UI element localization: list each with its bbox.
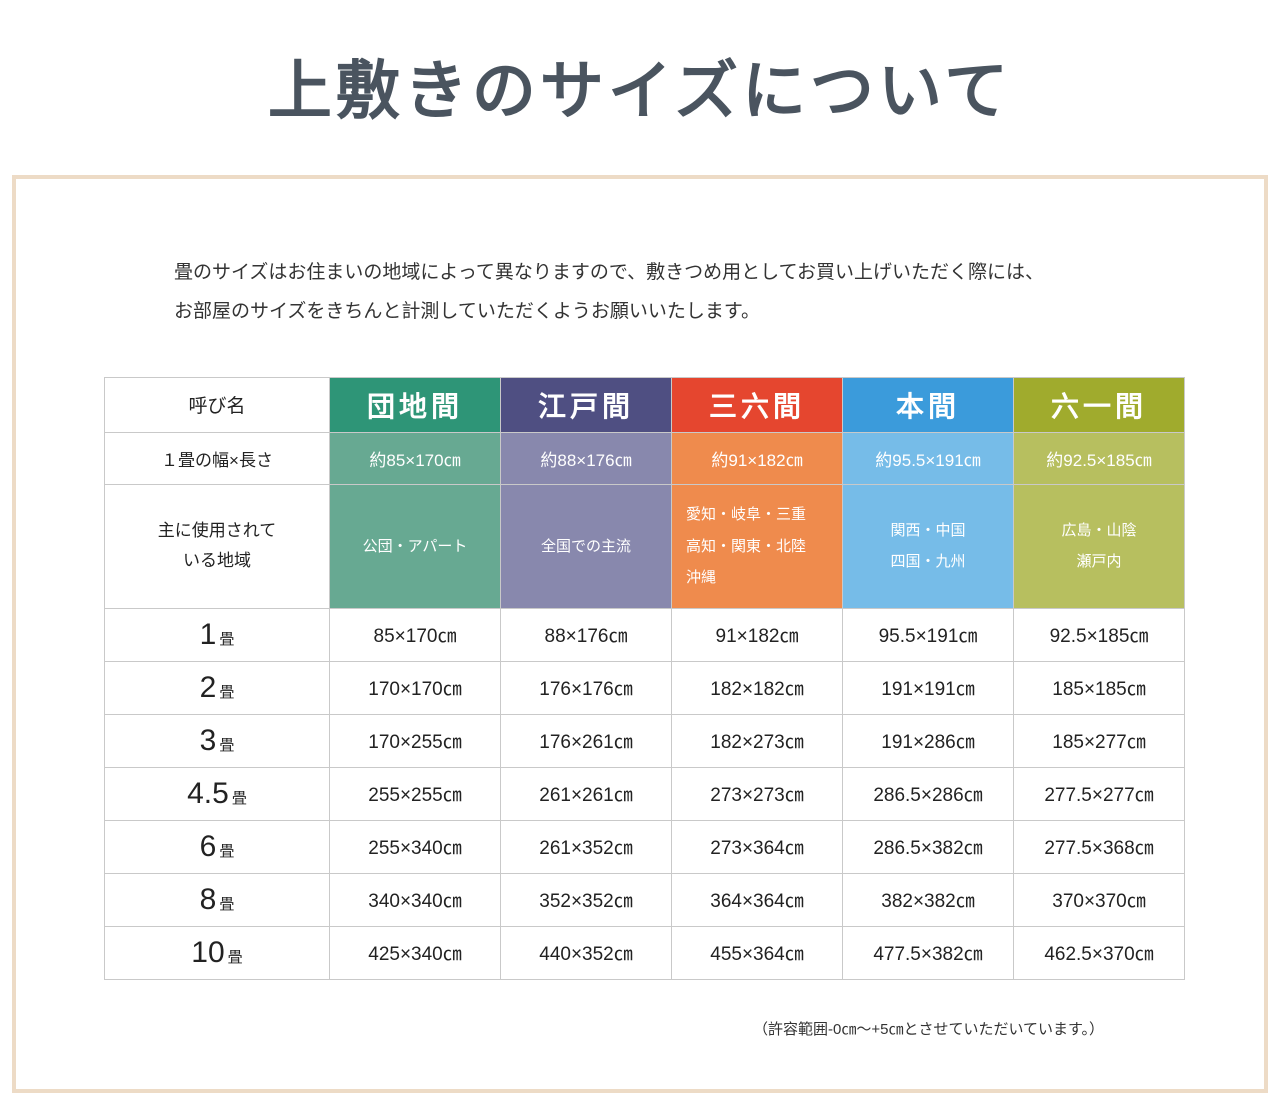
one-tatami-size-3: 約91×182㎝ (671, 431, 843, 485)
column-header-2: 江戸間 (500, 376, 672, 433)
size-row-4: 4.5 畳 255×255㎝ 261×261㎝ 273×273㎝ 286.5×286㎝ 27… (104, 766, 1185, 821)
size-value-r3-c5: 185×277㎝ (1013, 713, 1185, 768)
row-label-region: 主に使用されて いる地域 (104, 483, 330, 609)
region-3: 愛知・岐阜・三重 高知・関東・北陸 沖縄 (671, 483, 843, 609)
tatami-count: 2 (199, 670, 217, 704)
size-row-2: 2 畳 170×170㎝ 176×176㎝ 182×182㎝ 191×191㎝ 185×18… (104, 660, 1185, 715)
size-value-r7-c3: 455×364㎝ (671, 925, 843, 980)
size-value-r4-c1: 255×255㎝ (329, 766, 501, 821)
content-box: 畳のサイズはお住まいの地域によって異なりますので、敷きつめ用としてお買い上げいた… (12, 175, 1268, 1093)
table-body: 呼び名 団地間 江戸間 三六間 本間 六一間 １畳の幅×長さ 約85×170㎝ 約88×176㎝… (104, 376, 1185, 980)
row-label-size: １畳の幅×長さ (104, 431, 330, 485)
size-value-r6-c1: 340×340㎝ (329, 872, 501, 927)
one-tatami-size-1: 約85×170㎝ (329, 431, 501, 485)
header-row: 呼び名 団地間 江戸間 三六間 本間 六一間 (104, 376, 1185, 433)
size-value-r7-c2: 440×352㎝ (500, 925, 672, 980)
size-value-r6-c2: 352×352㎝ (500, 872, 672, 927)
column-header-3: 三六間 (671, 376, 843, 433)
tatami-count: 6 (199, 829, 217, 863)
size-value-r1-c2: 88×176㎝ (500, 607, 672, 662)
tatami-unit: 畳 (227, 948, 243, 966)
region-2: 全国での主流 (500, 483, 672, 609)
size-value-r3-c2: 176×261㎝ (500, 713, 672, 768)
size-value-r3-c4: 191×286㎝ (842, 713, 1014, 768)
size-value-r4-c3: 273×273㎝ (671, 766, 843, 821)
size-value-r7-c5: 462.5×370㎝ (1013, 925, 1185, 980)
row-label-name: 呼び名 (104, 376, 330, 433)
size-value-r5-c3: 273×364㎝ (671, 819, 843, 874)
region-5: 広島・山陰 瀬戸内 (1013, 483, 1185, 609)
size-value-r1-c5: 92.5×185㎝ (1013, 607, 1185, 662)
size-value-r7-c4: 477.5×382㎝ (842, 925, 1014, 980)
size-value-r2-c1: 170×170㎝ (329, 660, 501, 715)
size-value-r5-c4: 286.5×382㎝ (842, 819, 1014, 874)
size-value-r2-c2: 176×176㎝ (500, 660, 672, 715)
size-value-r1-c4: 95.5×191㎝ (842, 607, 1014, 662)
page-title: 上敷きのサイズについて (267, 56, 1013, 127)
tatami-count-label-7: 10 畳 (104, 925, 330, 980)
tatami-unit: 畳 (219, 895, 235, 913)
size-value-r6-c4: 382×382㎝ (842, 872, 1014, 927)
one-tatami-size-row: １畳の幅×長さ 約85×170㎝ 約88×176㎝ 約91×182㎝ 約95.5×191… (104, 431, 1185, 485)
tatami-count: 4.5 (187, 776, 229, 810)
tatami-unit: 畳 (219, 683, 235, 701)
size-value-r2-c3: 182×182㎝ (671, 660, 843, 715)
size-value-r4-c4: 286.5×286㎝ (842, 766, 1014, 821)
tatami-size-table: 呼び名 団地間 江戸間 三六間 本間 六一間 １畳の幅×長さ 約85×170㎝ 約88×176㎝… (104, 376, 1185, 980)
size-value-r6-c5: 370×370㎝ (1013, 872, 1185, 927)
tatami-count: 8 (199, 882, 217, 916)
size-value-r2-c5: 185×185㎝ (1013, 660, 1185, 715)
tatami-count: 3 (199, 723, 217, 757)
one-tatami-size-2: 約88×176㎝ (500, 431, 672, 485)
size-value-r4-c5: 277.5×277㎝ (1013, 766, 1185, 821)
tatami-count-label-4: 4.5 畳 (104, 766, 330, 821)
intro-text: 畳のサイズはお住まいの地域によって異なりますので、敷きつめ用としてお買い上げいた… (174, 254, 1264, 332)
size-value-r5-c5: 277.5×368㎝ (1013, 819, 1185, 874)
column-header-4: 本間 (842, 376, 1014, 433)
size-row-5: 6 畳 255×340㎝ 261×352㎝ 273×364㎝ 286.5×382㎝ 277.… (104, 819, 1185, 874)
tatami-count: 1 (199, 617, 217, 651)
size-value-r3-c3: 182×273㎝ (671, 713, 843, 768)
size-value-r1-c3: 91×182㎝ (671, 607, 843, 662)
size-value-r6-c3: 364×364㎝ (671, 872, 843, 927)
region-4: 関西・中国 四国・九州 (842, 483, 1014, 609)
one-tatami-size-4: 約95.5×191㎝ (842, 431, 1014, 485)
tatami-unit: 畳 (219, 736, 235, 754)
tolerance-note: （許容範囲-0㎝〜+5㎝とさせていただいています。） (753, 1020, 1104, 1038)
size-value-r4-c2: 261×261㎝ (500, 766, 672, 821)
size-value-r1-c1: 85×170㎝ (329, 607, 501, 662)
intro-line: 畳のサイズはお住まいの地域によって異なりますので、敷きつめ用としてお買い上げいた… (174, 262, 1045, 283)
tatami-count: 10 (191, 935, 225, 969)
size-value-r2-c4: 191×191㎝ (842, 660, 1014, 715)
region-row: 主に使用されて いる地域 公団・アパート 全国での主流 愛知・岐阜・三重 高知・関東・北陸… (104, 483, 1185, 609)
one-tatami-size-5: 約92.5×185㎝ (1013, 431, 1185, 485)
column-header-1: 団地間 (329, 376, 501, 433)
size-value-r5-c1: 255×340㎝ (329, 819, 501, 874)
tatami-unit: 畳 (219, 842, 235, 860)
column-header-5: 六一間 (1013, 376, 1185, 433)
size-row-1: 1 畳 85×170㎝ 88×176㎝ 91×182㎝ 95.5×191㎝ 92.5×185… (104, 607, 1185, 662)
size-value-r5-c2: 261×352㎝ (500, 819, 672, 874)
size-value-r3-c1: 170×255㎝ (329, 713, 501, 768)
size-value-r7-c1: 425×340㎝ (329, 925, 501, 980)
tatami-unit: 畳 (231, 789, 247, 807)
size-row-3: 3 畳 170×255㎝ 176×261㎝ 182×273㎝ 191×286㎝ 185×27… (104, 713, 1185, 768)
size-row-7: 10 畳 425×340㎝ 440×352㎝ 455×364㎝ 477.5×382㎝ 462… (104, 925, 1185, 980)
size-row-6: 8 畳 340×340㎝ 352×352㎝ 364×364㎝ 382×382㎝ 370×37… (104, 872, 1185, 927)
region-1: 公団・アパート (329, 483, 501, 609)
tatami-unit: 畳 (219, 630, 235, 648)
intro-line: お部屋のサイズをきちんと計測していただくようお願いいたします。 (174, 300, 760, 322)
